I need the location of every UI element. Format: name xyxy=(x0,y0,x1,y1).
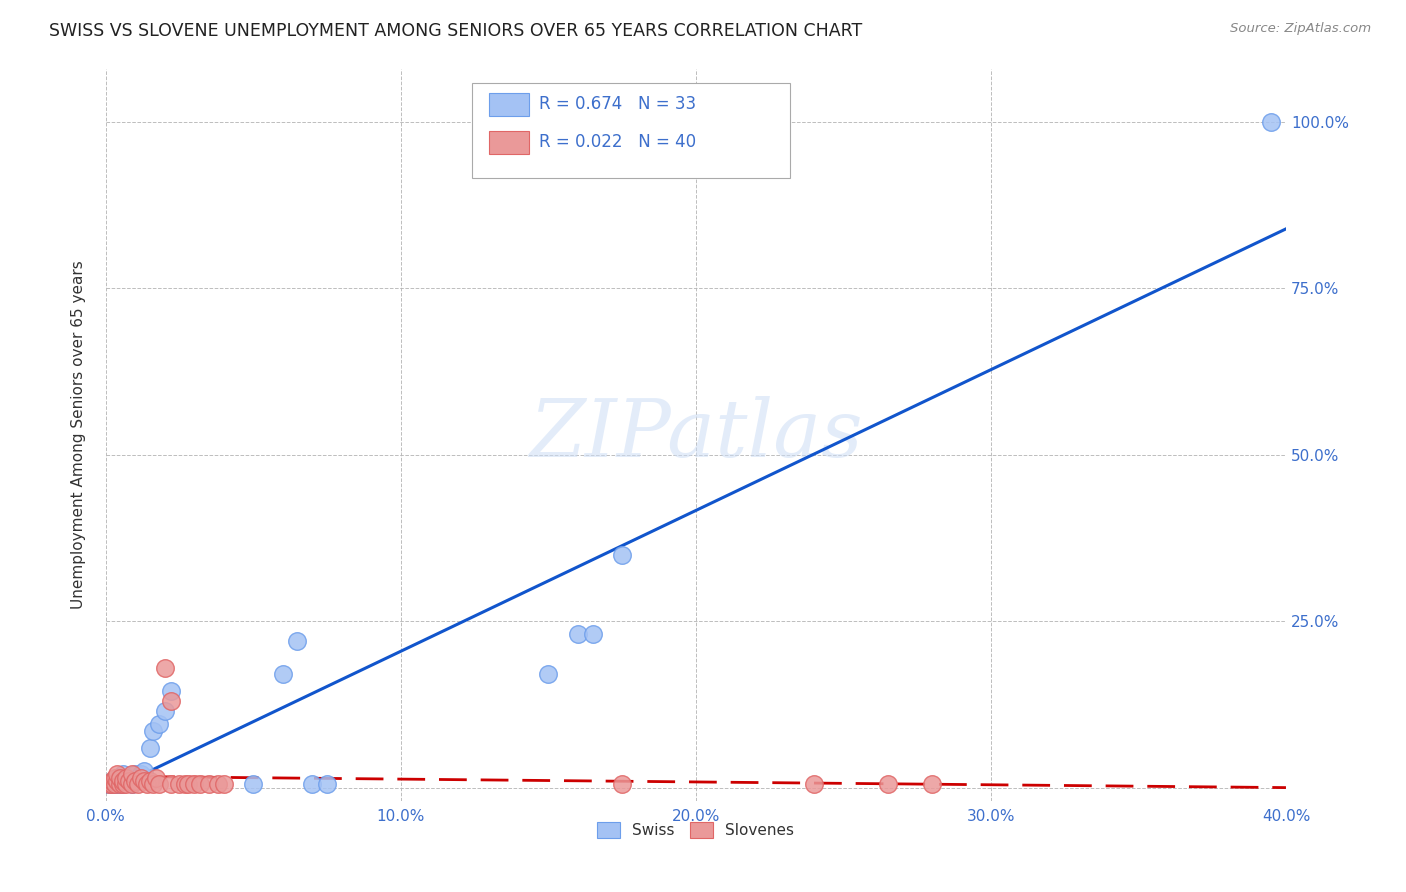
Point xyxy=(100,777,122,791)
Point xyxy=(316,777,339,791)
Text: Source: ZipAtlas.com: Source: ZipAtlas.com xyxy=(1230,22,1371,36)
Text: SWISS VS SLOVENE UNEMPLOYMENT AMONG SENIORS OVER 65 YEARS CORRELATION CHART: SWISS VS SLOVENE UNEMPLOYMENT AMONG SENI… xyxy=(49,22,862,40)
Point xyxy=(537,667,560,681)
Point xyxy=(581,627,603,641)
Point xyxy=(148,717,170,731)
Point xyxy=(159,684,181,698)
Point xyxy=(148,777,170,791)
FancyBboxPatch shape xyxy=(489,131,530,154)
Point xyxy=(287,634,309,648)
Point xyxy=(159,777,181,791)
Point xyxy=(124,767,146,781)
Point xyxy=(139,740,162,755)
Point xyxy=(115,777,138,791)
Point xyxy=(145,771,167,785)
Point xyxy=(876,777,898,791)
Point xyxy=(110,771,132,785)
Legend: Swiss, Slovenes: Swiss, Slovenes xyxy=(591,816,800,845)
Y-axis label: Unemployment Among Seniors over 65 years: Unemployment Among Seniors over 65 years xyxy=(72,260,86,609)
Point xyxy=(121,767,143,781)
Point xyxy=(121,777,143,791)
Point xyxy=(1260,115,1282,129)
Text: R = 0.022   N = 40: R = 0.022 N = 40 xyxy=(538,134,696,152)
Point xyxy=(103,773,125,788)
Text: R = 0.674   N = 33: R = 0.674 N = 33 xyxy=(538,95,696,113)
Point xyxy=(174,777,197,791)
Point xyxy=(169,777,191,791)
Point xyxy=(103,777,125,791)
Point xyxy=(803,777,825,791)
Point xyxy=(132,764,155,778)
Point xyxy=(153,661,176,675)
Point xyxy=(127,771,149,785)
Point xyxy=(610,777,633,791)
FancyBboxPatch shape xyxy=(471,83,790,178)
Point xyxy=(153,704,176,718)
Point xyxy=(118,773,141,788)
Point xyxy=(121,777,143,791)
Point xyxy=(107,773,129,788)
Point xyxy=(127,777,149,791)
Point xyxy=(100,773,122,788)
Point xyxy=(142,777,165,791)
Point xyxy=(142,723,165,738)
Point xyxy=(112,767,135,781)
Point xyxy=(188,777,211,791)
Point xyxy=(136,777,159,791)
Point xyxy=(132,773,155,788)
Point xyxy=(129,771,152,785)
Point xyxy=(118,771,141,785)
Point xyxy=(110,773,132,788)
Point xyxy=(212,777,235,791)
Text: ZIPatlas: ZIPatlas xyxy=(529,396,862,474)
Point xyxy=(97,777,120,791)
Point xyxy=(112,777,135,791)
Point xyxy=(103,771,125,785)
Point xyxy=(110,777,132,791)
Point xyxy=(271,667,294,681)
Point xyxy=(183,777,205,791)
Point xyxy=(107,767,129,781)
Point xyxy=(567,627,589,641)
Point xyxy=(301,777,323,791)
Point xyxy=(129,767,152,781)
Point xyxy=(115,771,138,785)
Point xyxy=(100,777,122,791)
Point xyxy=(100,773,122,788)
Point xyxy=(107,771,129,785)
Point xyxy=(107,777,129,791)
Point xyxy=(242,777,264,791)
Point xyxy=(112,777,135,791)
Point xyxy=(103,777,125,791)
Point xyxy=(610,548,633,562)
Point xyxy=(139,773,162,788)
Point xyxy=(97,777,120,791)
Point xyxy=(110,777,132,791)
Point xyxy=(921,777,943,791)
Point xyxy=(207,777,229,791)
Point xyxy=(112,773,135,788)
FancyBboxPatch shape xyxy=(489,93,530,116)
Point xyxy=(177,777,200,791)
Point xyxy=(198,777,221,791)
Point xyxy=(115,773,138,788)
Point xyxy=(124,773,146,788)
Point xyxy=(159,694,181,708)
